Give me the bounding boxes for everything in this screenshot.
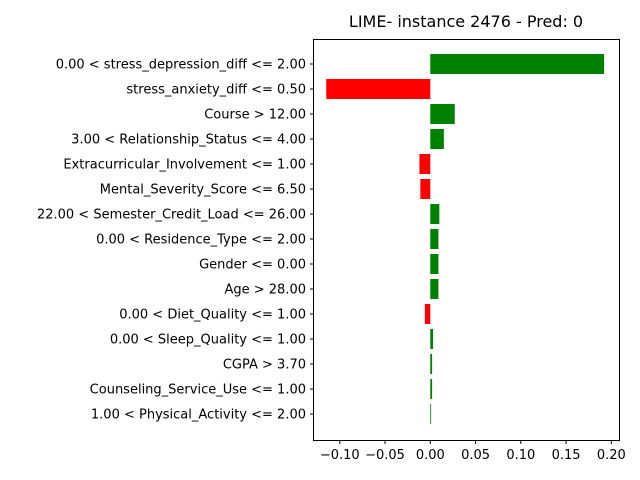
x-tick-label: 0.05 — [461, 448, 490, 463]
y-tick-label: 0.00 < Sleep_Quality <= 1.00 — [110, 333, 306, 348]
x-tick-label: 0.00 — [416, 448, 445, 463]
bar-2 — [430, 104, 455, 124]
bar-6 — [430, 204, 440, 224]
chart-title: LIME- instance 2476 - Pred: 0 — [349, 12, 583, 31]
y-tick-label: 22.00 < Semester_Credit_Load <= 26.00 — [37, 208, 306, 223]
x-tick-label: 0.15 — [552, 448, 581, 463]
y-tick-labels: 0.00 < stress_depression_diff <= 2.00 str… — [37, 58, 314, 423]
bar-11 — [430, 329, 434, 349]
y-tick-label: Counseling_Service_Use <= 1.00 — [90, 383, 306, 398]
bar-14 — [430, 404, 432, 424]
y-tick-label: 0.00 < stress_depression_diff <= 2.00 — [56, 58, 306, 73]
bar-4 — [419, 154, 431, 174]
y-tick-label: 1.00 < Physical_Activity <= 2.00 — [91, 408, 306, 423]
y-tick-label: Course > 12.00 — [204, 108, 306, 123]
bar-7 — [430, 229, 439, 249]
bar-0 — [430, 54, 605, 74]
bar-9 — [430, 279, 439, 299]
y-tick-label: Age > 28.00 — [224, 283, 306, 298]
bar-8 — [430, 254, 439, 274]
x-tick-label: −0.10 — [320, 448, 360, 463]
x-tick-label: 0.10 — [506, 448, 535, 463]
y-tick-label: 0.00 < Diet_Quality <= 1.00 — [119, 308, 306, 323]
y-tick-label: stress_anxiety_diff <= 0.50 — [126, 83, 306, 98]
y-tick-label: 0.00 < Residence_Type <= 2.00 — [96, 233, 306, 248]
x-ticks: −0.10 −0.05 0.00 0.05 0.10 0.15 0.20 — [320, 440, 626, 463]
y-tick-label: Mental_Severity_Score <= 6.50 — [100, 183, 306, 198]
y-tick-label: Gender <= 0.00 — [199, 258, 306, 273]
bar-13 — [430, 379, 433, 399]
bar-3 — [430, 129, 444, 149]
y-tick-label: CGPA > 3.70 — [223, 358, 306, 373]
bars-group — [326, 54, 605, 424]
y-tick-label: Extracurricular_Involvement <= 1.00 — [63, 158, 306, 173]
y-tick-label: 3.00 < Relationship_Status <= 4.00 — [71, 133, 306, 148]
bar-10 — [424, 304, 431, 324]
bar-5 — [420, 179, 431, 199]
x-tick-label: −0.05 — [365, 448, 405, 463]
bar-12 — [430, 354, 433, 374]
bar-1 — [326, 79, 431, 99]
plot-frame — [313, 39, 620, 441]
x-tick-label: 0.20 — [597, 448, 626, 463]
